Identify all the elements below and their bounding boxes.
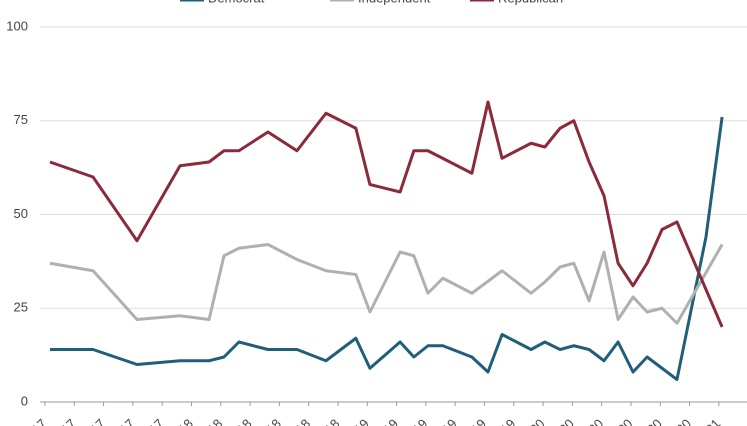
x-tick-label: 19 [497,416,518,426]
x-tick-label: 18 [204,416,225,426]
legend-label: Democrat [208,0,265,5]
y-tick-label: 100 [6,18,28,33]
x-tick-label: 17 [146,416,167,426]
x-tick-label: 19 [410,416,431,426]
x-tick-label: 18 [175,416,196,426]
x-tick-label: 20 [673,416,694,426]
x-tick-label: 19 [468,416,489,426]
x-tick-label: 19 [351,416,372,426]
legend-label: Republican [498,0,563,5]
series-line [49,116,724,381]
series-line [49,243,724,325]
x-tick-label: 18 [263,416,284,426]
x-tick-label: 20 [644,416,665,426]
x-tick-label: 18 [292,416,313,426]
x-tick-label: 20 [556,416,577,426]
x-tick-label: 19 [380,416,401,426]
y-tick-label: 50 [14,206,28,221]
series-line [49,100,724,328]
x-tick-label: 17 [29,416,50,426]
x-tick-label: 20 [615,416,636,426]
x-tick-label: 21 [703,416,724,426]
x-tick-label: 18 [322,416,343,426]
legend-label: Independent [358,0,431,5]
x-tick-label: 17 [87,416,108,426]
y-tick-label: 25 [14,300,28,315]
x-tick-label: 20 [585,416,606,426]
x-tick-label: 20 [527,416,548,426]
x-tick-label: 19 [439,416,460,426]
y-tick-label: 75 [14,112,28,127]
x-tick-label: 17 [117,416,138,426]
y-tick-label: 0 [21,393,28,408]
x-tick-label: 18 [234,416,255,426]
x-tick-label: 17 [58,416,79,426]
